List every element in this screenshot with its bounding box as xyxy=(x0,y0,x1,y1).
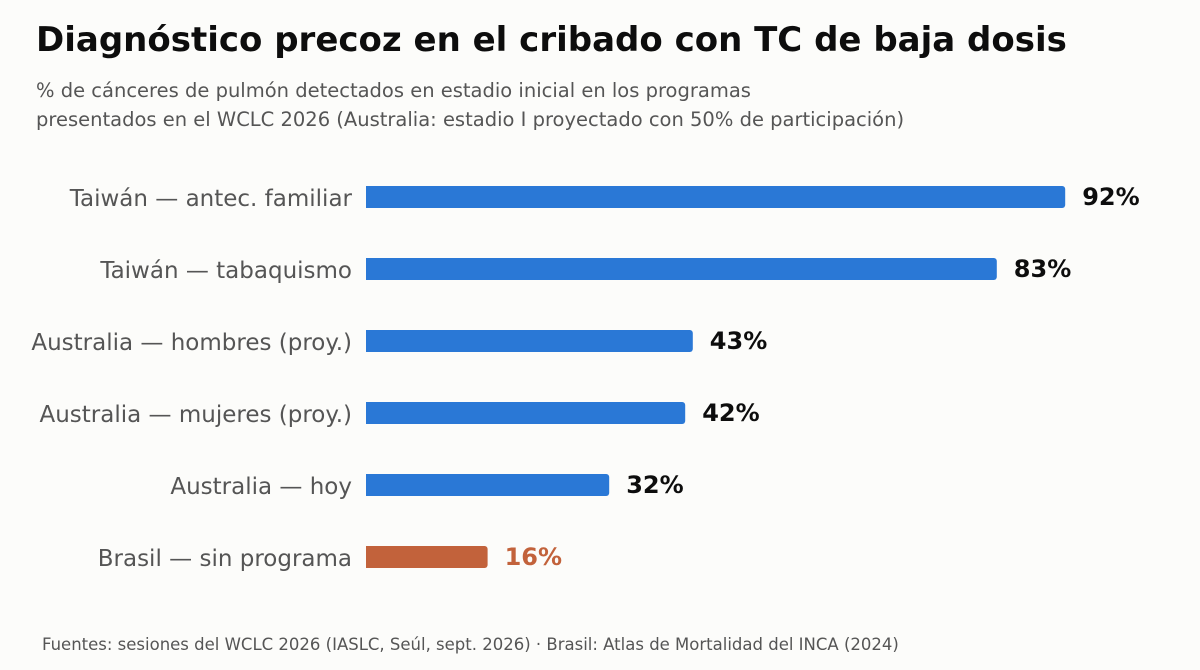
subtitle-line-2: presentados en el WCLC 2026 (Australia: … xyxy=(36,108,905,131)
source-note: Fuentes: sesiones del WCLC 2026 (IASLC, … xyxy=(42,635,899,654)
bar-base-3 xyxy=(366,402,370,424)
category-label-2: Australia — hombres (proy.) xyxy=(31,330,352,356)
bar-base-2 xyxy=(366,330,370,352)
category-label-3: Australia — mujeres (proy.) xyxy=(40,402,353,428)
bar-base-4 xyxy=(366,474,370,496)
bar-base-1 xyxy=(366,258,370,280)
category-label-4: Australia — hoy xyxy=(170,474,352,500)
value-label-4: 32% xyxy=(626,471,683,499)
bar-0 xyxy=(366,186,1066,208)
category-label-0: Taiwán — antec. familiar xyxy=(69,186,353,212)
value-label-0: 92% xyxy=(1082,183,1139,211)
value-label-3: 42% xyxy=(702,399,759,427)
value-label-2: 43% xyxy=(710,327,767,355)
bar-1 xyxy=(366,258,997,280)
value-label-1: 83% xyxy=(1014,255,1071,283)
subtitle-line-1: % de cánceres de pulmón detectados en es… xyxy=(36,79,751,102)
bar-4 xyxy=(366,474,610,496)
bar-base-0 xyxy=(366,186,370,208)
chart-subtitle: % de cánceres de pulmón detectados en es… xyxy=(36,76,904,134)
category-label-1: Taiwán — tabaquismo xyxy=(99,258,352,284)
bar-3 xyxy=(366,402,686,424)
bar-base-5 xyxy=(366,546,370,568)
value-label-5: 16% xyxy=(505,543,562,571)
chart-title: Diagnóstico precoz en el cribado con TC … xyxy=(36,20,1067,60)
category-label-5: Brasil — sin programa xyxy=(98,546,352,572)
bar-5 xyxy=(366,546,488,568)
bar-2 xyxy=(366,330,693,352)
